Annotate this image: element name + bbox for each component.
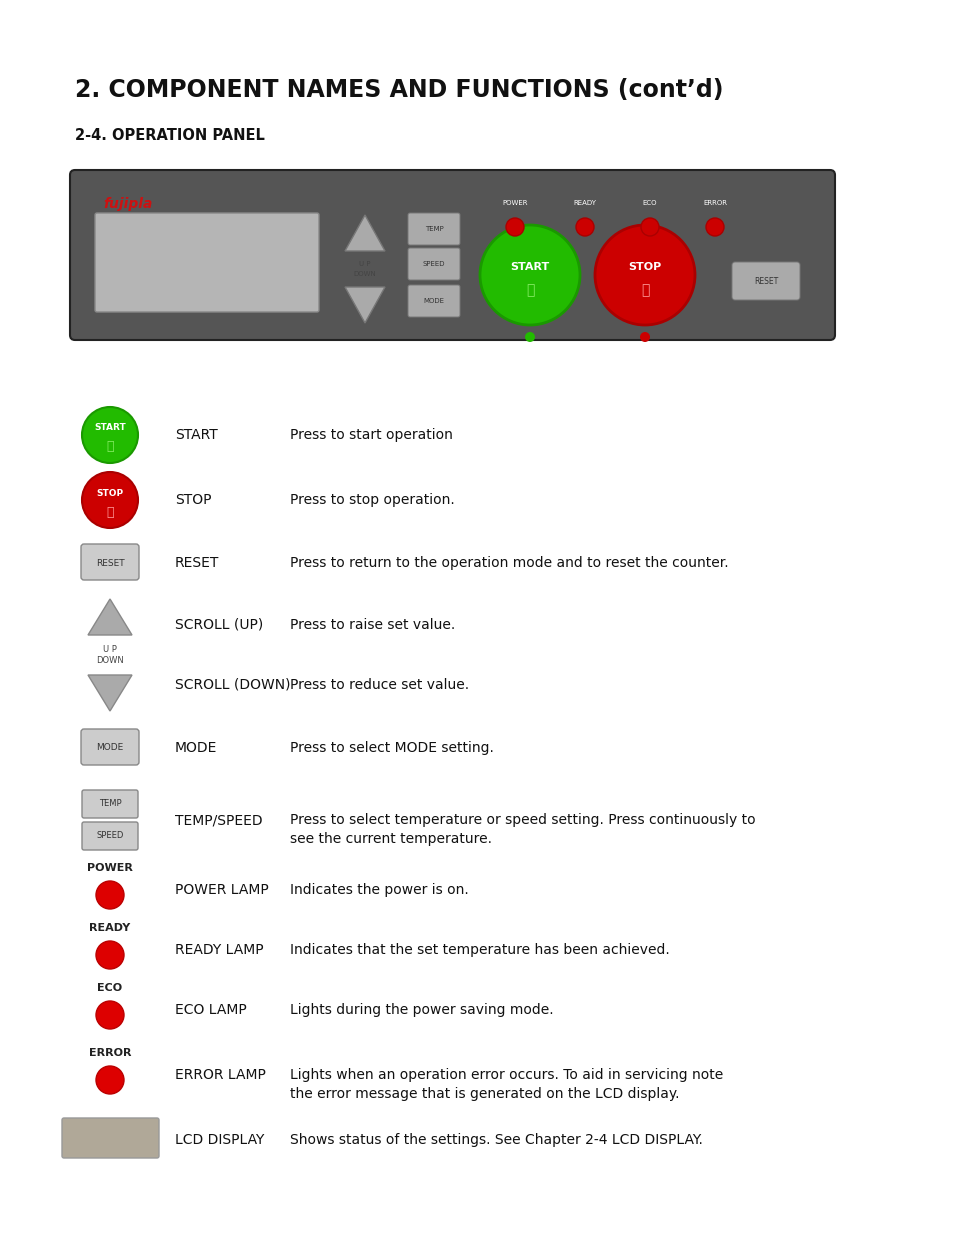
Text: fujipla: fujipla	[103, 198, 152, 211]
Text: POWER: POWER	[87, 863, 132, 873]
FancyBboxPatch shape	[81, 543, 139, 580]
Circle shape	[96, 1066, 124, 1094]
FancyBboxPatch shape	[62, 1118, 159, 1158]
Text: Indicates the power is on.: Indicates the power is on.	[290, 883, 468, 897]
Circle shape	[524, 332, 535, 342]
Polygon shape	[88, 676, 132, 711]
Circle shape	[640, 219, 659, 236]
Text: SCROLL (DOWN): SCROLL (DOWN)	[174, 678, 291, 692]
FancyBboxPatch shape	[408, 212, 459, 245]
Circle shape	[96, 941, 124, 969]
Polygon shape	[88, 599, 132, 635]
Circle shape	[82, 472, 138, 529]
Text: SCROLL (UP): SCROLL (UP)	[174, 618, 263, 632]
Circle shape	[505, 219, 523, 236]
FancyBboxPatch shape	[95, 212, 318, 312]
Text: ⏻: ⏻	[525, 283, 534, 296]
FancyBboxPatch shape	[70, 170, 834, 340]
Text: MODE: MODE	[96, 743, 124, 752]
Text: Press to select temperature or speed setting. Press continuously to: Press to select temperature or speed set…	[290, 813, 755, 827]
Text: Lights during the power saving mode.: Lights during the power saving mode.	[290, 1003, 553, 1016]
Text: DOWN: DOWN	[96, 656, 124, 664]
Text: the error message that is generated on the LCD display.: the error message that is generated on t…	[290, 1087, 679, 1100]
Text: Lights when an operation error occurs. To aid in servicing note: Lights when an operation error occurs. T…	[290, 1068, 722, 1082]
Circle shape	[705, 219, 723, 236]
Text: TEMP/SPEED: TEMP/SPEED	[174, 813, 262, 827]
Text: ⏻: ⏻	[640, 283, 648, 296]
Text: RESET: RESET	[95, 558, 124, 568]
Text: Press to reduce set value.: Press to reduce set value.	[290, 678, 469, 692]
Text: SPEED: SPEED	[422, 261, 445, 267]
FancyBboxPatch shape	[82, 790, 138, 818]
Text: Press to start operation: Press to start operation	[290, 429, 453, 442]
Text: ⏻: ⏻	[106, 505, 113, 519]
Text: TEMP: TEMP	[98, 799, 121, 809]
Text: STOP: STOP	[174, 493, 212, 508]
Text: Press to select MODE setting.: Press to select MODE setting.	[290, 741, 494, 755]
Polygon shape	[345, 287, 385, 324]
Text: START: START	[174, 429, 217, 442]
Polygon shape	[345, 215, 385, 251]
Text: READY: READY	[90, 923, 131, 932]
Text: START: START	[94, 424, 126, 432]
Text: ⏻: ⏻	[106, 441, 113, 453]
Text: LCD DISPLAY: LCD DISPLAY	[174, 1132, 264, 1147]
Circle shape	[96, 1002, 124, 1029]
Text: RESET: RESET	[174, 556, 219, 571]
Text: ERROR: ERROR	[702, 200, 726, 206]
Text: ERROR LAMP: ERROR LAMP	[174, 1068, 266, 1082]
Text: 2-4. OPERATION PANEL: 2-4. OPERATION PANEL	[75, 128, 265, 143]
Text: ERROR: ERROR	[89, 1049, 132, 1058]
Circle shape	[479, 225, 579, 325]
Text: Shows status of the settings. See Chapter 2-4 LCD DISPLAY.: Shows status of the settings. See Chapte…	[290, 1132, 702, 1147]
Text: U P: U P	[359, 261, 371, 267]
Circle shape	[96, 881, 124, 909]
Text: ECO LAMP: ECO LAMP	[174, 1003, 247, 1016]
Circle shape	[576, 219, 594, 236]
Text: Press to return to the operation mode and to reset the counter.: Press to return to the operation mode an…	[290, 556, 728, 571]
Text: READY LAMP: READY LAMP	[174, 944, 263, 957]
Text: STOP: STOP	[628, 262, 661, 272]
Text: ECO: ECO	[97, 983, 122, 993]
Text: Press to stop operation.: Press to stop operation.	[290, 493, 455, 508]
Circle shape	[82, 408, 138, 463]
Text: RESET: RESET	[753, 277, 778, 285]
Circle shape	[639, 332, 649, 342]
FancyBboxPatch shape	[408, 285, 459, 317]
Text: MODE: MODE	[174, 741, 217, 755]
Text: DOWN: DOWN	[354, 270, 376, 277]
FancyBboxPatch shape	[731, 262, 800, 300]
FancyBboxPatch shape	[81, 729, 139, 764]
Text: 2. COMPONENT NAMES AND FUNCTIONS (cont’d): 2. COMPONENT NAMES AND FUNCTIONS (cont’d…	[75, 78, 722, 103]
Text: see the current temperature.: see the current temperature.	[290, 832, 492, 846]
Text: TEMP: TEMP	[424, 226, 443, 232]
Circle shape	[595, 225, 695, 325]
Text: POWER LAMP: POWER LAMP	[174, 883, 269, 897]
Text: Indicates that the set temperature has been achieved.: Indicates that the set temperature has b…	[290, 944, 669, 957]
Text: Press to raise set value.: Press to raise set value.	[290, 618, 455, 632]
Text: START: START	[510, 262, 549, 272]
Text: READY: READY	[573, 200, 596, 206]
Text: STOP: STOP	[96, 489, 124, 498]
Text: ECO: ECO	[642, 200, 657, 206]
FancyBboxPatch shape	[408, 248, 459, 280]
Text: U P: U P	[103, 645, 117, 655]
Text: MODE: MODE	[423, 298, 444, 304]
FancyBboxPatch shape	[82, 823, 138, 850]
Text: SPEED: SPEED	[96, 831, 124, 841]
Text: POWER: POWER	[501, 200, 527, 206]
